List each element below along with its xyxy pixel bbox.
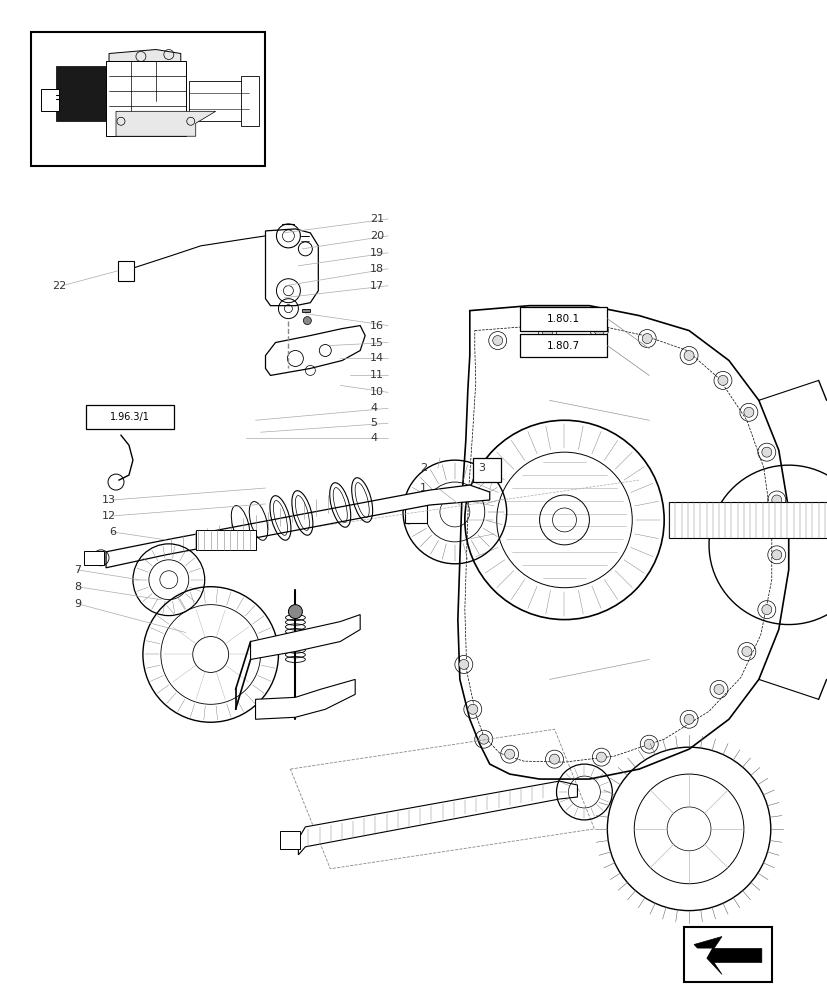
Circle shape (771, 550, 781, 560)
Polygon shape (693, 937, 761, 974)
Polygon shape (265, 229, 318, 306)
Text: 8: 8 (74, 582, 81, 592)
Bar (519, 307, 607, 331)
Bar (41, 89, 59, 111)
Text: 22: 22 (52, 281, 66, 291)
Circle shape (643, 739, 653, 749)
Text: 2: 2 (419, 463, 427, 473)
Bar (683, 927, 771, 982)
Circle shape (542, 328, 552, 338)
Text: 4: 4 (370, 403, 377, 413)
Text: 10: 10 (370, 387, 384, 397)
Circle shape (761, 605, 771, 615)
Circle shape (492, 336, 502, 346)
Bar (404, 505, 427, 523)
Text: 9: 9 (74, 599, 81, 609)
Circle shape (683, 351, 693, 360)
Text: 16: 16 (370, 321, 384, 331)
Text: 20: 20 (370, 231, 384, 241)
Text: 1.80.1: 1.80.1 (547, 314, 580, 324)
Bar (472, 458, 500, 482)
Bar (31, 32, 265, 166)
Text: 1.80.7: 1.80.7 (547, 341, 580, 351)
Bar (668, 502, 827, 538)
Circle shape (549, 754, 559, 764)
Circle shape (467, 704, 477, 714)
Text: 4: 4 (370, 433, 377, 443)
Circle shape (504, 749, 514, 759)
Text: 7: 7 (74, 565, 81, 575)
Circle shape (595, 752, 605, 762)
Text: 14: 14 (370, 353, 384, 363)
Text: 1.96.3/1: 1.96.3/1 (110, 412, 150, 422)
Polygon shape (696, 948, 711, 962)
Text: 13: 13 (102, 495, 116, 505)
Circle shape (717, 375, 727, 385)
Bar (189, 81, 248, 121)
Circle shape (743, 407, 753, 417)
Polygon shape (265, 326, 365, 375)
Text: 1: 1 (419, 483, 427, 493)
Bar (86, 405, 174, 429)
Text: 11: 11 (370, 370, 384, 380)
Circle shape (288, 605, 302, 619)
Bar (106, 61, 185, 136)
Bar (195, 530, 256, 550)
Text: 6: 6 (109, 527, 116, 537)
Bar (84, 551, 104, 565)
Polygon shape (116, 111, 215, 136)
Circle shape (303, 317, 311, 325)
Polygon shape (457, 306, 788, 779)
Polygon shape (251, 615, 360, 659)
Bar (118, 261, 134, 281)
Text: 21: 21 (370, 214, 384, 224)
Circle shape (713, 684, 723, 694)
Bar (302, 309, 310, 312)
Text: 12: 12 (102, 511, 116, 521)
Circle shape (478, 734, 488, 744)
Circle shape (741, 647, 751, 656)
Polygon shape (109, 50, 180, 61)
Text: 15: 15 (370, 338, 384, 348)
Bar (56, 66, 121, 121)
Text: 19: 19 (370, 248, 384, 258)
Bar (280, 831, 300, 849)
Circle shape (761, 447, 771, 457)
Polygon shape (256, 679, 355, 719)
Circle shape (594, 326, 604, 336)
Text: 18: 18 (370, 264, 384, 274)
Text: 17: 17 (370, 281, 384, 291)
Circle shape (458, 659, 468, 669)
Circle shape (642, 334, 652, 344)
Circle shape (683, 714, 693, 724)
Circle shape (771, 495, 781, 505)
Bar (241, 76, 258, 126)
Polygon shape (298, 781, 576, 855)
Text: 3: 3 (477, 463, 484, 473)
Bar (519, 334, 607, 357)
Polygon shape (106, 485, 489, 568)
Text: 5: 5 (370, 418, 376, 428)
